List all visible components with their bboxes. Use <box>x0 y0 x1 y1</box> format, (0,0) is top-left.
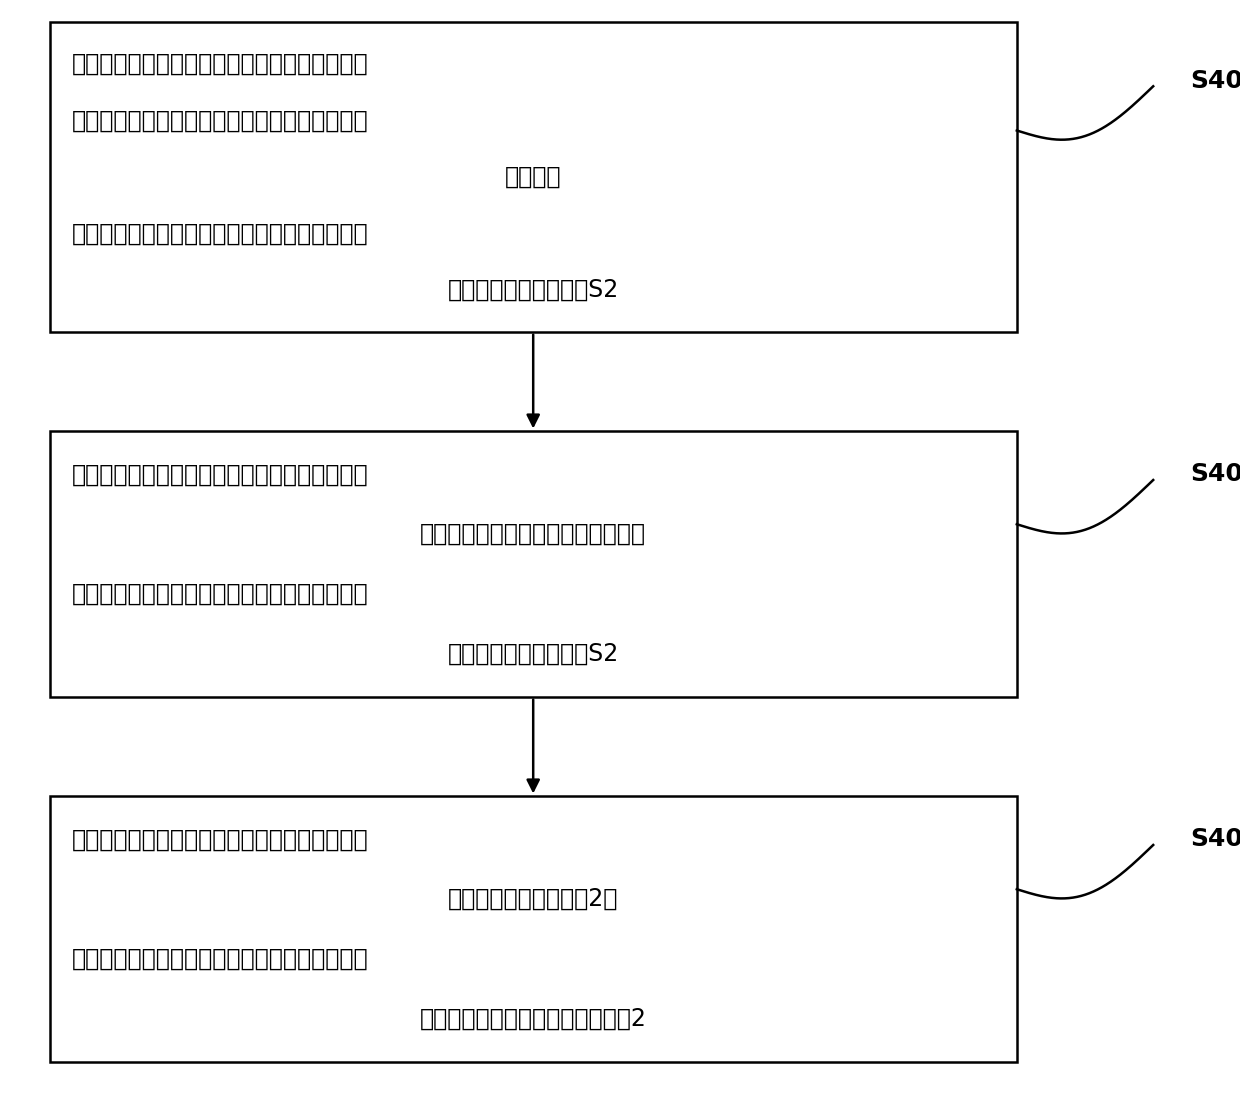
Text: 内盘温度，返回至步骤2；: 内盘温度，返回至步骤2； <box>448 887 619 911</box>
Text: S402: S402 <box>1190 462 1240 487</box>
Text: S401: S401 <box>1190 69 1240 93</box>
Text: 若第三组变化量满足第四返回条件，则重新获取: 若第三组变化量满足第四返回条件，则重新获取 <box>72 947 368 971</box>
Text: 若第三组变化量满足第三返回条件，则重新获取: 若第三组变化量满足第三返回条件，则重新获取 <box>72 827 368 852</box>
Text: 调节动作，并再检测第三组变化量；: 调节动作，并再检测第三组变化量； <box>420 522 646 546</box>
Text: 若第二组变化量满足第二返回条件，则重新获取: 若第二组变化量满足第二返回条件，则重新获取 <box>72 582 368 606</box>
Text: 若第二组变化量满足再次检测条件，则采取第二: 若第二组变化量满足再次检测条件，则采取第二 <box>72 462 368 487</box>
Text: 内盘温度，返回至步骤S2: 内盘温度，返回至步骤S2 <box>448 641 619 666</box>
FancyBboxPatch shape <box>50 796 1017 1062</box>
Text: 测条件，则采取第一调节动作，并再检测第二组: 测条件，则采取第一调节动作，并再检测第二组 <box>72 108 368 133</box>
Text: 内盘温度，返回至步骤S2: 内盘温度，返回至步骤S2 <box>448 279 619 302</box>
FancyBboxPatch shape <box>50 22 1017 332</box>
Text: 变化量；: 变化量； <box>505 165 562 189</box>
FancyBboxPatch shape <box>50 431 1017 697</box>
Text: 外盘温度和内盘温度，返回至步骤2: 外盘温度和内盘温度，返回至步骤2 <box>420 1006 646 1031</box>
Text: 若第一组变化量满足第一返回条件，则重新获取: 若第一组变化量满足第一返回条件，则重新获取 <box>72 221 368 246</box>
Text: S403: S403 <box>1190 827 1240 852</box>
Text: 检测第一组变化量，若第一组变化量满足再次检: 检测第一组变化量，若第一组变化量满足再次检 <box>72 52 368 75</box>
